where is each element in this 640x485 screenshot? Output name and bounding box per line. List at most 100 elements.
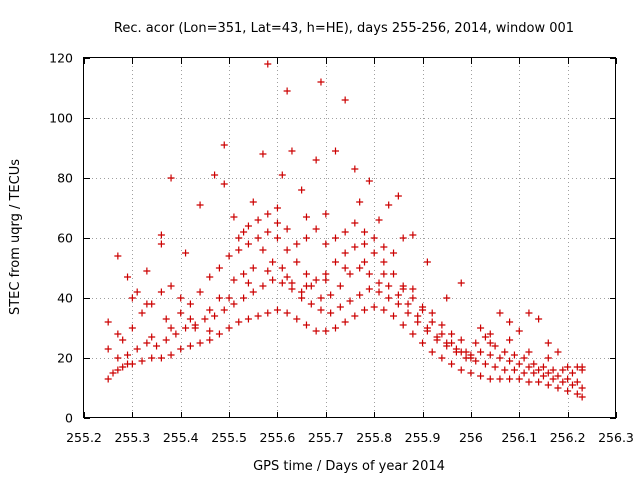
- x-tick-label: 256.3: [598, 430, 634, 445]
- data-point: [564, 375, 572, 383]
- data-point: [283, 309, 291, 317]
- data-point: [143, 267, 151, 275]
- data-point: [119, 363, 127, 371]
- data-point: [341, 318, 349, 326]
- data-point: [443, 294, 451, 302]
- data-point: [438, 321, 446, 329]
- y-tick-label: 0: [65, 411, 73, 426]
- data-point: [302, 213, 310, 221]
- data-point: [361, 258, 369, 266]
- data-point: [375, 216, 383, 224]
- data-point: [302, 282, 310, 290]
- data-point: [114, 366, 122, 374]
- data-point: [394, 192, 402, 200]
- data-point: [549, 366, 557, 374]
- data-point: [177, 294, 185, 302]
- data-point: [341, 264, 349, 272]
- data-point: [578, 363, 586, 371]
- data-point: [225, 252, 233, 260]
- y-axis-label: STEC from uqrg / TECUs: [8, 159, 23, 315]
- data-point: [428, 318, 436, 326]
- data-point: [336, 282, 344, 290]
- data-point: [535, 366, 543, 374]
- data-point: [423, 258, 431, 266]
- data-point: [525, 378, 533, 386]
- data-point: [201, 315, 209, 323]
- data-point: [385, 201, 393, 209]
- data-point: [361, 228, 369, 236]
- x-tick-label: 255.7: [308, 430, 344, 445]
- data-point: [380, 258, 388, 266]
- plot-frame: [83, 57, 616, 418]
- data-point: [462, 348, 470, 356]
- data-point: [491, 363, 499, 371]
- data-point: [385, 294, 393, 302]
- data-point: [530, 360, 538, 368]
- data-point: [312, 156, 320, 164]
- data-point: [554, 372, 562, 380]
- data-point: [254, 312, 262, 320]
- data-point: [109, 369, 117, 377]
- y-tick-label: 20: [57, 351, 73, 366]
- data-point: [167, 324, 175, 332]
- data-point: [573, 390, 581, 398]
- data-point: [302, 321, 310, 329]
- data-point: [496, 309, 504, 317]
- data-point: [515, 360, 523, 368]
- data-point: [370, 303, 378, 311]
- data-point: [244, 240, 252, 248]
- data-point: [477, 348, 485, 356]
- data-points: [104, 60, 586, 401]
- data-point: [220, 306, 228, 314]
- data-point: [486, 375, 494, 383]
- data-point: [515, 327, 523, 335]
- data-point: [196, 288, 204, 296]
- data-point: [264, 60, 272, 68]
- data-point: [235, 246, 243, 254]
- data-point: [273, 306, 281, 314]
- data-point: [390, 312, 398, 320]
- data-point: [157, 288, 165, 296]
- data-point: [365, 270, 373, 278]
- data-point: [124, 273, 132, 281]
- data-point: [544, 354, 552, 362]
- data-point: [240, 270, 248, 278]
- data-point: [119, 336, 127, 344]
- data-point: [375, 279, 383, 287]
- data-point: [167, 351, 175, 359]
- data-point: [104, 345, 112, 353]
- data-point: [457, 279, 465, 287]
- data-point: [143, 300, 151, 308]
- data-point: [157, 240, 165, 248]
- data-point: [254, 234, 262, 242]
- data-point: [399, 285, 407, 293]
- data-point: [259, 246, 267, 254]
- data-point: [225, 294, 233, 302]
- data-point: [351, 243, 359, 251]
- data-point: [298, 294, 306, 302]
- data-point: [191, 324, 199, 332]
- data-point: [438, 354, 446, 362]
- data-point: [128, 294, 136, 302]
- data-point: [477, 324, 485, 332]
- data-point: [568, 369, 576, 377]
- data-point: [331, 324, 339, 332]
- data-point: [361, 240, 369, 248]
- data-point: [457, 366, 465, 374]
- x-tick-label: 255.5: [211, 430, 247, 445]
- data-point: [506, 336, 514, 344]
- data-point: [390, 249, 398, 257]
- data-point: [148, 333, 156, 341]
- data-point: [288, 279, 296, 287]
- data-point: [182, 324, 190, 332]
- data-point: [259, 282, 267, 290]
- data-point: [559, 366, 567, 374]
- data-point: [273, 219, 281, 227]
- data-point: [544, 339, 552, 347]
- data-point: [167, 282, 175, 290]
- data-point: [283, 273, 291, 281]
- data-point: [283, 225, 291, 233]
- data-point: [244, 279, 252, 287]
- data-point: [293, 258, 301, 266]
